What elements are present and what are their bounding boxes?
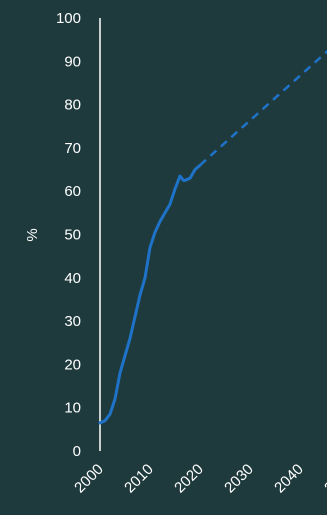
y-tick-label: 60 xyxy=(64,183,81,200)
y-tick-label: 30 xyxy=(64,313,81,330)
y-axis-ticks: 0 10 20 30 40 50 60 70 80 90 100 xyxy=(56,10,81,460)
x-tick-label: 2000 xyxy=(71,461,107,497)
x-tick-label: 2030 xyxy=(221,461,257,497)
y-tick-label: 100 xyxy=(56,10,81,27)
series-group xyxy=(98,49,327,425)
x-axis-ticks: 2000 2010 2020 2030 2040 2050 xyxy=(71,461,327,497)
y-tick-label: 70 xyxy=(64,140,81,157)
series-line-historical xyxy=(98,163,202,425)
x-tick-label: 2010 xyxy=(121,461,157,497)
x-tick-label: 2040 xyxy=(271,461,307,497)
x-tick-label: 2050 xyxy=(321,461,327,497)
y-tick-label: 0 xyxy=(73,443,81,460)
y-axis-title: % xyxy=(24,228,41,241)
x-tick-label: 2020 xyxy=(171,461,207,497)
y-tick-label: 80 xyxy=(64,97,81,114)
y-tick-label: 50 xyxy=(64,227,81,244)
y-tick-label: 20 xyxy=(64,356,81,373)
series-line-projection xyxy=(199,49,327,167)
y-tick-label: 90 xyxy=(64,53,81,70)
y-tick-label: 40 xyxy=(64,270,81,287)
y-tick-label: 10 xyxy=(64,400,81,417)
